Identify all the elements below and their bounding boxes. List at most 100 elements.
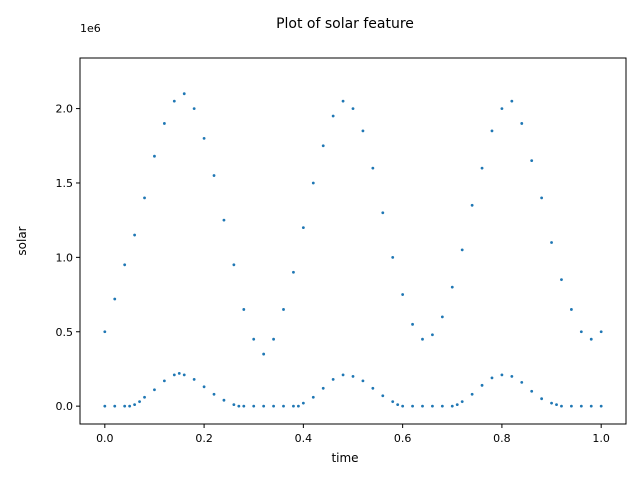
data-point (540, 397, 544, 401)
data-point (242, 404, 246, 408)
data-point (311, 395, 315, 399)
data-point (455, 403, 459, 407)
data-point (292, 270, 295, 274)
data-point (103, 330, 107, 334)
data-point (381, 211, 385, 215)
data-point (252, 404, 256, 408)
data-point (133, 403, 137, 407)
chart-title: Plot of solar feature (276, 16, 414, 32)
data-point (177, 372, 181, 375)
data-point (143, 395, 146, 399)
data-point (460, 400, 464, 404)
data-point (301, 226, 305, 230)
data-point (411, 404, 414, 408)
data-point (500, 373, 504, 377)
data-point (450, 404, 454, 408)
data-point (202, 136, 206, 140)
data-point (192, 377, 196, 381)
data-point (153, 154, 156, 158)
data-point (202, 385, 206, 389)
data-point (421, 404, 424, 408)
data-point (282, 308, 285, 311)
data-point (232, 263, 236, 267)
y-tick-label: 0.5 (56, 326, 74, 339)
y-tick-label: 1.5 (56, 177, 74, 190)
data-point (331, 114, 335, 118)
data-point (480, 383, 484, 387)
data-point (391, 255, 395, 259)
data-point (272, 404, 275, 408)
data-point (123, 263, 127, 267)
data-point (579, 330, 583, 334)
data-point (113, 404, 117, 408)
data-point (381, 394, 385, 398)
data-point (262, 404, 266, 408)
data-point (480, 166, 484, 170)
y-tick-label: 0.0 (56, 400, 74, 413)
data-point (361, 129, 365, 133)
data-point (311, 181, 315, 185)
plot-area-frame (79, 57, 627, 425)
data-point (540, 196, 544, 200)
data-point (599, 404, 603, 408)
data-point (341, 99, 345, 103)
data-point (555, 403, 558, 407)
data-point (262, 352, 266, 356)
scatter-points (103, 92, 603, 408)
data-point (371, 386, 375, 390)
data-point (589, 404, 593, 408)
data-point (113, 297, 117, 301)
data-point (440, 315, 444, 319)
data-point (520, 122, 524, 125)
data-point (172, 373, 176, 377)
x-tick-label: 0.2 (195, 432, 213, 445)
axis-ticks: 0.0 0.2 0.4 0.6 0.8 1.0 0.0 0.5 1.0 1.5 2.0 (56, 103, 610, 445)
y-tick-label: 1.0 (56, 251, 74, 264)
data-point (500, 107, 504, 110)
data-point (450, 285, 454, 289)
data-point (282, 404, 285, 408)
data-point (440, 404, 444, 408)
data-point (232, 403, 236, 407)
data-point (361, 379, 365, 383)
data-point (128, 404, 132, 408)
data-point (470, 203, 474, 207)
data-point (297, 404, 300, 408)
y-tick-label: 2.0 (56, 103, 74, 116)
data-point (560, 278, 563, 282)
data-point (510, 374, 514, 378)
data-point (123, 404, 127, 408)
data-point (421, 337, 424, 341)
data-point (579, 404, 583, 408)
data-point (341, 373, 345, 377)
x-tick-label: 0.6 (394, 432, 412, 445)
data-point (292, 404, 295, 408)
data-point (411, 322, 414, 326)
data-point (570, 308, 573, 311)
data-point (172, 99, 176, 103)
data-point (351, 374, 355, 378)
data-point (182, 92, 186, 96)
data-point (550, 241, 553, 244)
x-tick-label: 0.0 (96, 432, 114, 445)
data-point (272, 337, 275, 341)
data-point (431, 404, 434, 408)
x-tick-label: 0.8 (493, 432, 511, 445)
data-point (331, 377, 335, 381)
data-point (396, 403, 400, 407)
data-point (182, 373, 186, 377)
data-point (490, 129, 494, 133)
data-point (153, 388, 156, 392)
y-axis-label: solar (15, 226, 29, 255)
data-point (460, 248, 464, 252)
data-point (401, 404, 405, 408)
data-point (212, 392, 216, 396)
data-point (530, 389, 534, 393)
y-offset-label: 1e6 (80, 22, 101, 35)
data-point (490, 376, 494, 380)
data-point (589, 337, 593, 341)
data-point (321, 144, 325, 148)
data-point (212, 174, 216, 177)
data-point (321, 386, 325, 390)
